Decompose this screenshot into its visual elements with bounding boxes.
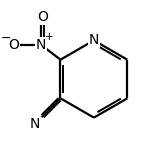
Text: N: N (36, 38, 46, 52)
Text: O: O (37, 10, 48, 24)
Text: +: + (45, 32, 53, 42)
Text: N: N (89, 33, 99, 47)
Text: −: − (1, 32, 12, 45)
Text: N: N (30, 117, 40, 131)
Text: O: O (8, 38, 19, 52)
